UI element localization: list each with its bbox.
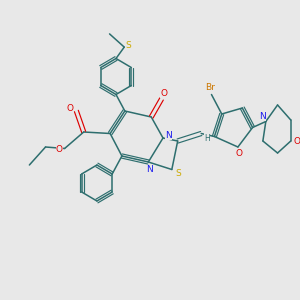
Text: S: S [126,41,131,50]
Text: N: N [165,130,172,140]
Text: N: N [146,165,153,174]
Text: S: S [176,169,181,178]
Text: Br: Br [205,83,215,92]
Text: H: H [204,134,210,142]
Text: O: O [160,89,167,98]
Text: O: O [294,136,300,146]
Text: O: O [66,104,74,113]
Text: O: O [56,146,63,154]
Text: N: N [260,112,266,121]
Text: O: O [236,148,243,158]
